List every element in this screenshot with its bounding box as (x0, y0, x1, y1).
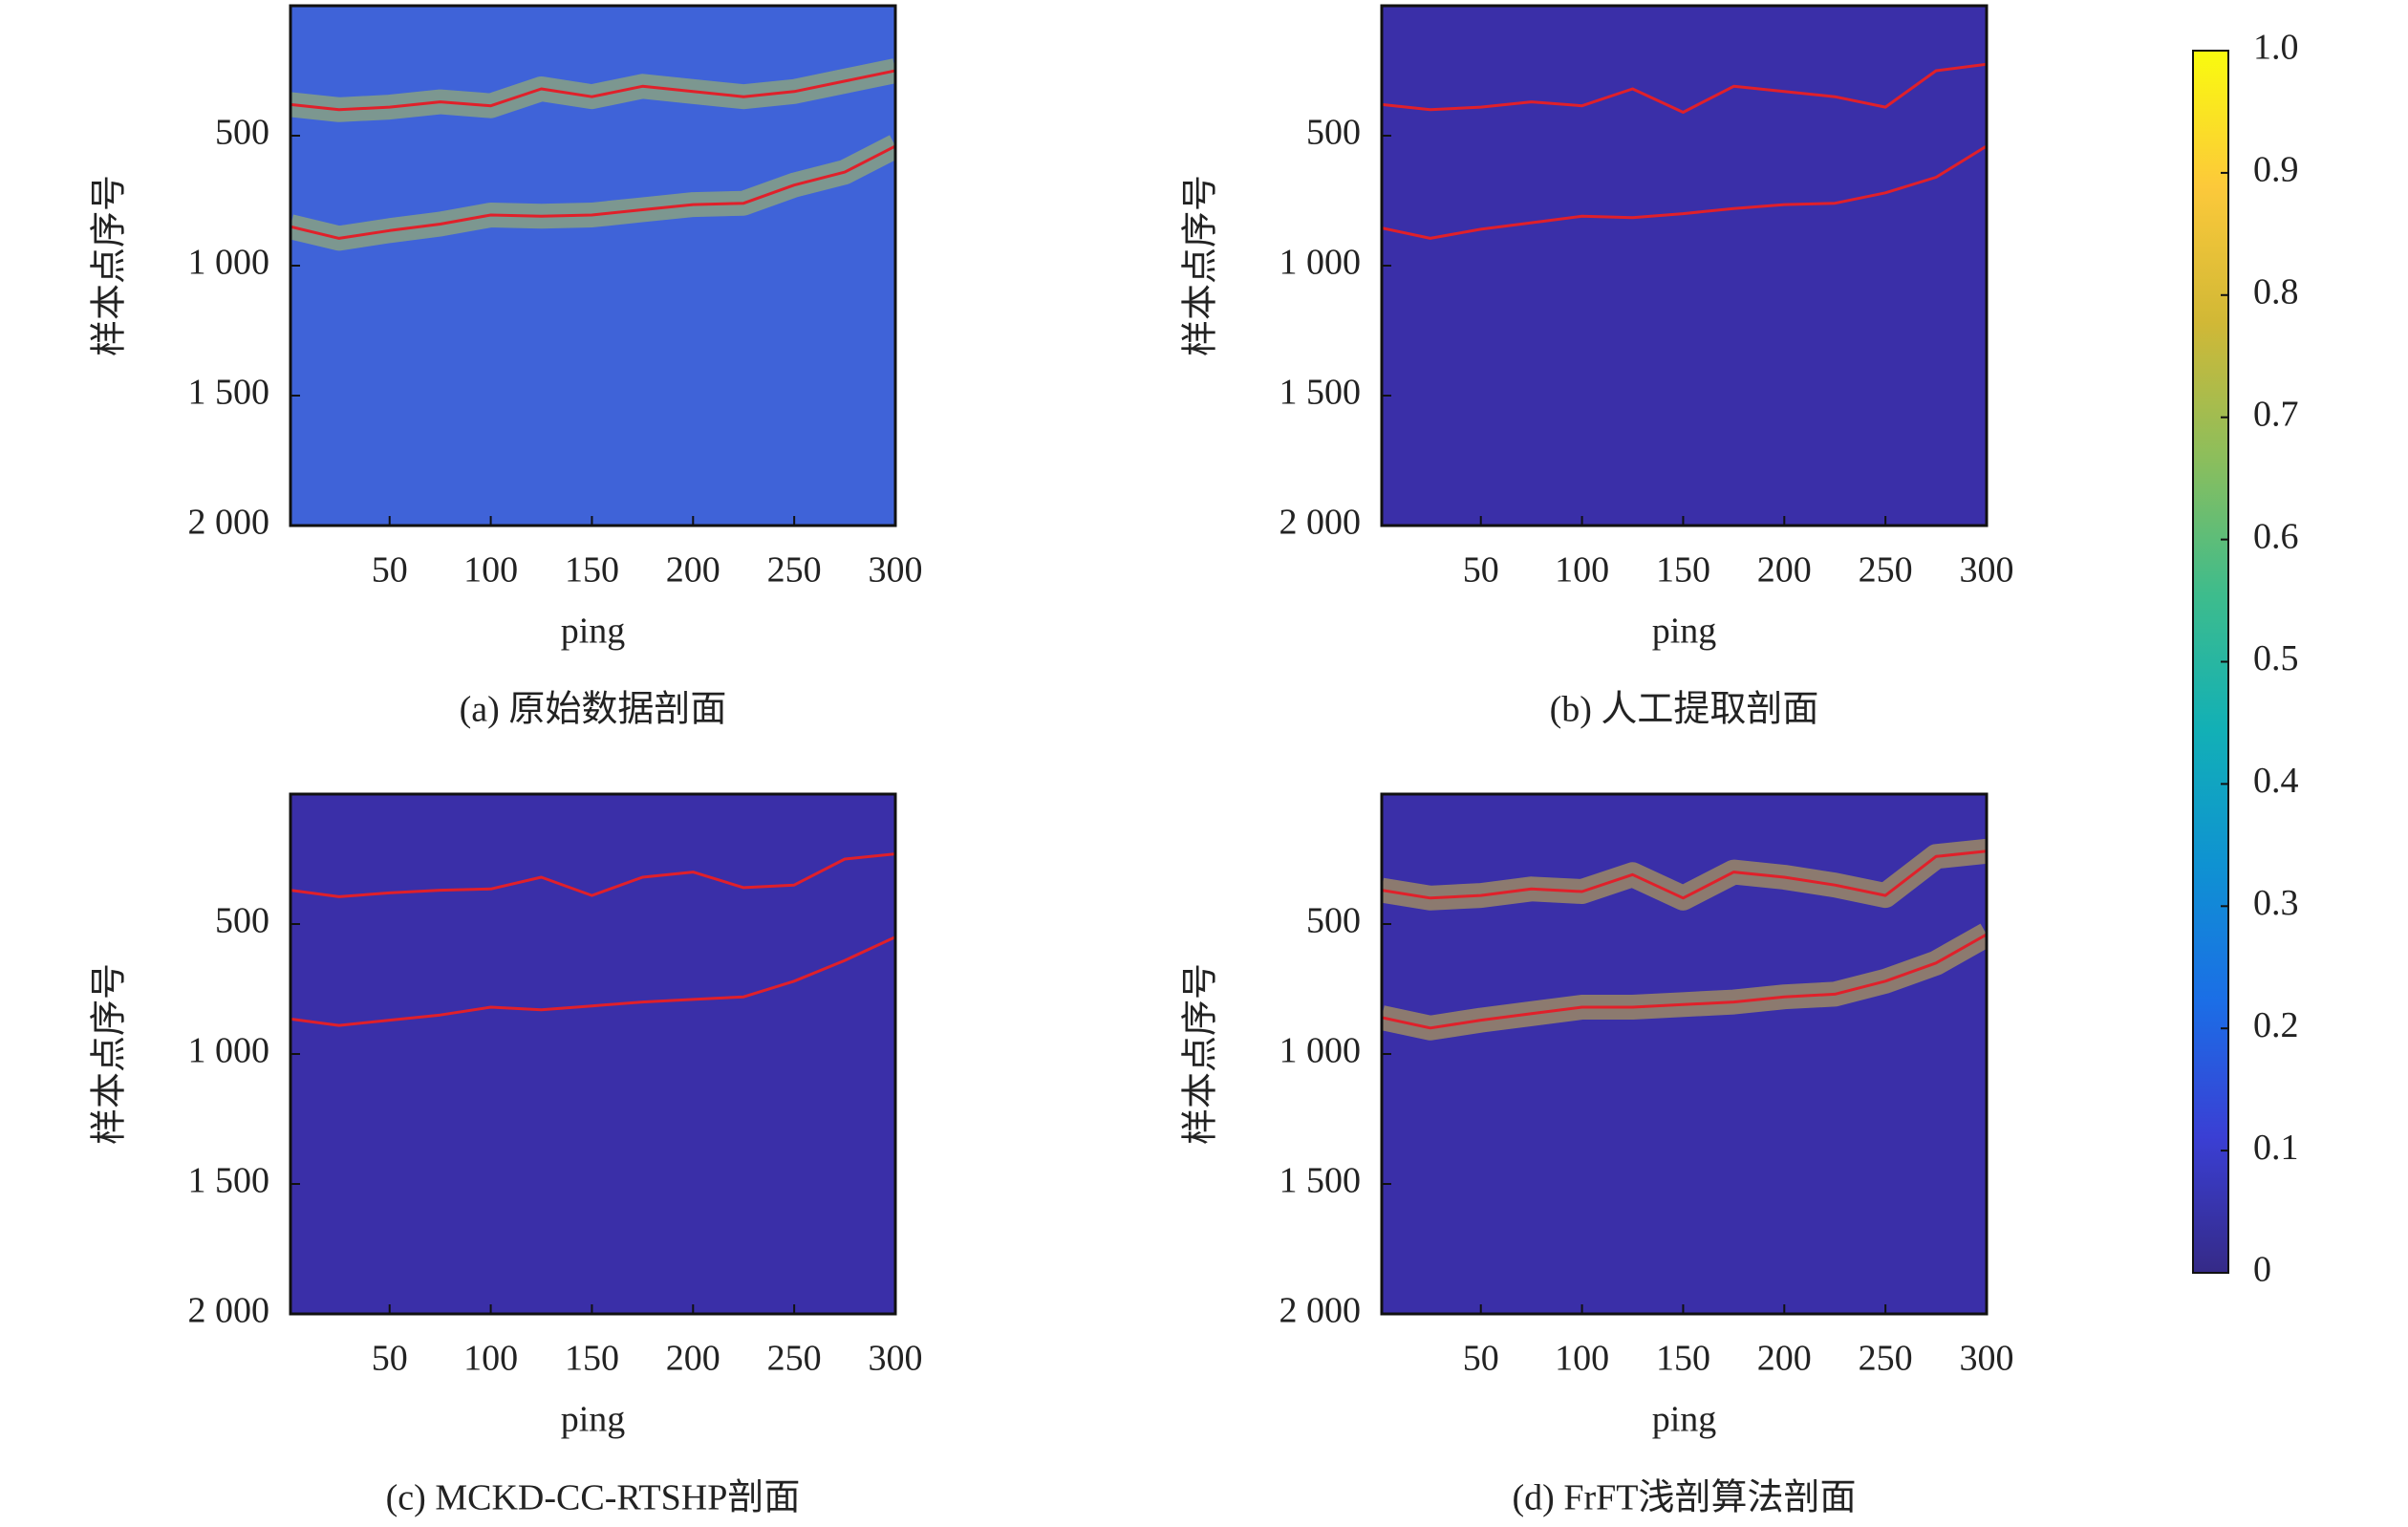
interface-line (290, 144, 895, 240)
x-tick-label: 250 (1859, 550, 1913, 591)
y-tick-label: 1 500 (188, 373, 270, 413)
x-tick-label: 150 (1656, 1339, 1710, 1379)
y-axis-label: 样本点序号 (90, 175, 130, 356)
colorbar-tick-label: 0.6 (2253, 516, 2299, 556)
x-tick-label: 200 (1757, 550, 1812, 591)
colorbar-tick-label: 0.8 (2253, 272, 2299, 312)
y-tick-label: 2 000 (1279, 1291, 1362, 1331)
x-axis-label: ping (1652, 1400, 1717, 1440)
y-tick-label: 1 500 (1279, 373, 1362, 413)
x-tick-label: 300 (1960, 550, 2014, 591)
panel-caption: (b) 人工提取剖面 (1550, 690, 1819, 730)
plot-area (290, 58, 895, 251)
colorbar-tick-label: 1.0 (2253, 28, 2299, 68)
x-tick-label: 50 (372, 550, 408, 591)
interface-line (1382, 850, 1987, 900)
interface-line (1382, 933, 1987, 1030)
interface-line (1382, 62, 1987, 114)
y-tick-label: 1 000 (1279, 243, 1362, 283)
colorbar-tick-label: 0.9 (2253, 150, 2299, 190)
x-tick-label: 150 (1656, 550, 1710, 591)
panel-caption: (a) 原始数据剖面 (460, 690, 727, 730)
colorbar-tick-label: 0.5 (2253, 638, 2299, 678)
colorbar-tick-label: 0.2 (2253, 1005, 2299, 1045)
y-tick-label: 500 (215, 113, 269, 153)
colorbar-tick-label: 0.1 (2253, 1128, 2299, 1168)
heatmap-background (290, 794, 895, 1314)
interface-line (1382, 144, 1987, 240)
interface-line (290, 69, 895, 112)
y-tick-label: 500 (1306, 113, 1361, 153)
x-tick-label: 100 (463, 1339, 518, 1379)
y-tick-label: 500 (1306, 901, 1361, 941)
x-tick-label: 100 (1555, 1339, 1609, 1379)
colorbar-tick-label: 0 (2253, 1250, 2271, 1290)
x-tick-label: 50 (1463, 550, 1499, 591)
x-tick-label: 200 (666, 550, 720, 591)
x-tick-label: 100 (463, 550, 518, 591)
panel-caption: (c) MCKD-CC-RTSHP剖面 (386, 1478, 801, 1518)
y-tick-label: 1 000 (188, 243, 270, 283)
x-tick-label: 150 (565, 1339, 619, 1379)
y-tick-label: 1 000 (188, 1031, 270, 1071)
x-tick-label: 200 (666, 1339, 720, 1379)
x-axis-label: ping (561, 612, 626, 652)
y-axis-label: 样本点序号 (90, 963, 130, 1145)
x-tick-label: 250 (767, 1339, 822, 1379)
x-tick-label: 50 (372, 1339, 408, 1379)
heatmap-background (1382, 6, 1987, 526)
x-tick-label: 100 (1555, 550, 1609, 591)
y-tick-label: 1 000 (1279, 1031, 1362, 1071)
x-tick-label: 300 (869, 550, 923, 591)
panel-caption: (d) FrFT浅剖算法剖面 (1513, 1478, 1857, 1518)
y-tick-label: 2 000 (1279, 503, 1362, 543)
plot-area (290, 852, 895, 1027)
x-axis-label: ping (1652, 612, 1717, 652)
plot-area (1382, 62, 1987, 240)
x-tick-label: 200 (1757, 1339, 1812, 1379)
interface-line (290, 936, 895, 1027)
heatmap-background (1382, 794, 1987, 1314)
x-tick-label: 250 (1859, 1339, 1913, 1379)
y-tick-label: 1 500 (188, 1161, 270, 1201)
colorbar-tick-label: 0.7 (2253, 394, 2299, 434)
y-tick-label: 2 000 (188, 503, 270, 543)
colorbar-tick-label: 0.3 (2253, 883, 2299, 923)
plot-area (1382, 838, 1987, 1041)
y-tick-label: 500 (215, 901, 269, 941)
colorbar-tick-label: 0.4 (2253, 761, 2299, 801)
y-axis-label: 样本点序号 (1181, 963, 1221, 1145)
interface-line (290, 852, 895, 898)
x-tick-label: 250 (767, 550, 822, 591)
x-tick-label: 50 (1463, 1339, 1499, 1379)
y-tick-label: 1 500 (1279, 1161, 1362, 1201)
x-axis-label: ping (561, 1400, 626, 1440)
y-tick-label: 2 000 (188, 1291, 270, 1331)
y-axis-label: 样本点序号 (1181, 175, 1221, 356)
x-tick-label: 300 (869, 1339, 923, 1379)
x-tick-label: 150 (565, 550, 619, 591)
x-tick-label: 300 (1960, 1339, 2014, 1379)
